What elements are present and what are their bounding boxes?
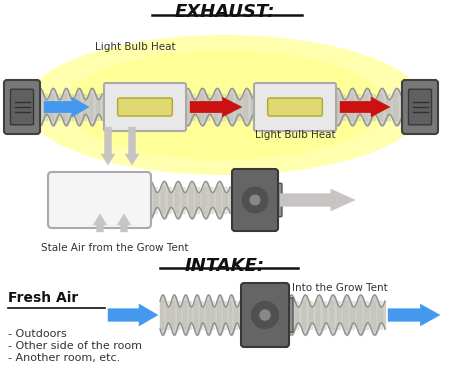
Polygon shape: [190, 97, 242, 117]
Polygon shape: [388, 304, 440, 326]
Circle shape: [242, 187, 268, 213]
FancyBboxPatch shape: [241, 283, 289, 347]
Text: Fresh Air: Fresh Air: [8, 291, 78, 305]
Text: Light Bulb Heat: Light Bulb Heat: [94, 42, 176, 52]
Ellipse shape: [25, 35, 425, 175]
Circle shape: [250, 195, 260, 205]
Text: - Outdoors: - Outdoors: [8, 329, 67, 339]
FancyBboxPatch shape: [117, 98, 172, 116]
Polygon shape: [44, 97, 89, 117]
Polygon shape: [280, 189, 355, 211]
FancyBboxPatch shape: [409, 89, 432, 125]
Text: - Another room, etc.: - Another room, etc.: [8, 353, 120, 363]
FancyBboxPatch shape: [48, 172, 151, 228]
FancyBboxPatch shape: [402, 80, 438, 134]
FancyBboxPatch shape: [268, 98, 322, 116]
FancyBboxPatch shape: [104, 83, 186, 131]
Polygon shape: [101, 127, 115, 165]
Polygon shape: [108, 304, 158, 326]
Text: - Other side of the room: - Other side of the room: [8, 341, 142, 351]
Polygon shape: [117, 214, 131, 232]
FancyBboxPatch shape: [270, 183, 282, 217]
Text: EXHAUST:: EXHAUST:: [175, 3, 275, 21]
Text: Stale Air from the Grow Tent: Stale Air from the Grow Tent: [41, 243, 189, 253]
FancyBboxPatch shape: [232, 169, 278, 231]
FancyBboxPatch shape: [10, 89, 33, 125]
FancyBboxPatch shape: [4, 80, 40, 134]
Polygon shape: [340, 97, 390, 117]
Text: INTAKE:: INTAKE:: [185, 257, 265, 275]
Circle shape: [252, 302, 279, 328]
Ellipse shape: [65, 50, 385, 160]
Polygon shape: [125, 127, 139, 165]
FancyBboxPatch shape: [254, 83, 336, 131]
Text: Into the Grow Tent: Into the Grow Tent: [292, 283, 388, 293]
FancyBboxPatch shape: [281, 298, 293, 332]
Polygon shape: [93, 214, 107, 232]
Circle shape: [260, 310, 270, 320]
Text: Light Bulb Heat: Light Bulb Heat: [255, 130, 335, 140]
